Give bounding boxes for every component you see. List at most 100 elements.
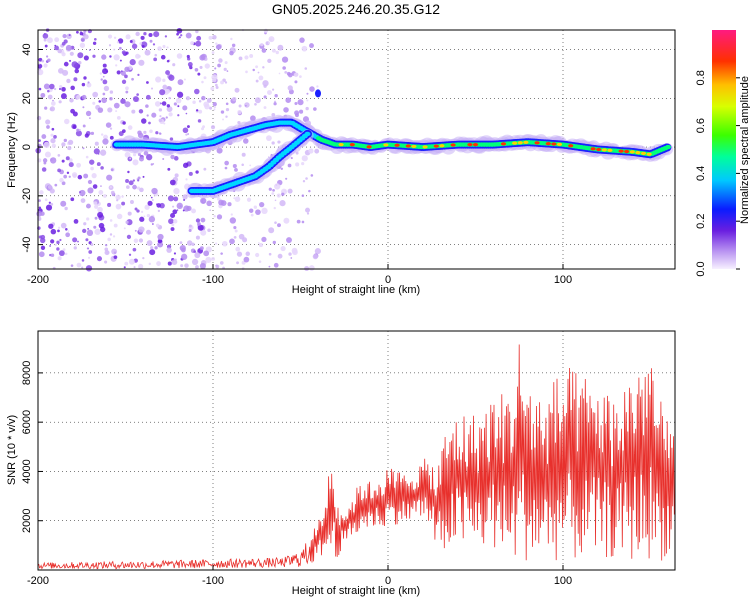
noise-dot xyxy=(193,250,197,253)
noise-dot xyxy=(49,83,55,90)
noise-dot xyxy=(87,179,93,185)
noise-dot xyxy=(229,50,234,56)
noise-dot xyxy=(102,68,109,75)
noise-dot xyxy=(227,202,232,207)
noise-dot xyxy=(63,138,68,143)
noise-dot xyxy=(194,67,199,72)
noise-dot xyxy=(60,200,67,207)
noise-dot xyxy=(138,55,141,58)
noise-dot xyxy=(133,266,136,269)
noise-dot xyxy=(81,82,86,87)
noise-dot xyxy=(112,235,116,238)
noise-dot xyxy=(47,185,52,190)
trace-peak xyxy=(439,144,445,148)
noise-dot xyxy=(97,211,104,218)
noise-dot xyxy=(301,220,305,224)
noise-dot xyxy=(44,151,52,158)
noise-dot xyxy=(148,32,153,38)
noise-dot xyxy=(195,170,199,174)
noise-dot xyxy=(125,179,129,183)
noise-dot xyxy=(194,88,200,95)
noise-dot xyxy=(90,131,95,136)
noise-dot xyxy=(176,32,179,36)
noise-dot xyxy=(165,89,171,94)
noise-dot xyxy=(173,156,179,161)
noise-dot xyxy=(162,84,168,90)
noise-dot xyxy=(53,87,57,91)
noise-dot xyxy=(213,214,216,218)
noise-dot xyxy=(155,131,159,135)
noise-dot xyxy=(41,134,47,139)
noise-dot xyxy=(160,54,166,60)
noise-dot xyxy=(100,185,102,187)
snr-series-line xyxy=(37,344,675,570)
noise-dot xyxy=(283,217,290,224)
noise-dot xyxy=(261,48,267,53)
noise-dot xyxy=(80,198,86,203)
noise-dot xyxy=(259,201,265,208)
noise-dot xyxy=(124,101,131,108)
noise-dot xyxy=(299,37,305,43)
noise-dot xyxy=(225,115,228,118)
snr-y-tick-label: 6000 xyxy=(21,410,33,434)
noise-dot xyxy=(124,151,131,158)
noise-dot xyxy=(183,199,186,201)
noise-dot xyxy=(216,147,223,154)
noise-dot xyxy=(195,40,202,47)
noise-dot xyxy=(235,246,241,252)
noise-dot xyxy=(143,130,147,134)
noise-dot xyxy=(222,240,228,247)
noise-dot xyxy=(236,261,239,265)
noise-dot xyxy=(126,234,132,239)
noise-dot xyxy=(40,92,46,98)
noise-dot xyxy=(54,37,60,43)
noise-dot xyxy=(116,115,121,120)
noise-dot xyxy=(102,92,106,96)
noise-dot xyxy=(220,110,225,114)
noise-dot xyxy=(224,166,228,170)
trace-peak xyxy=(640,151,647,156)
noise-dot xyxy=(166,247,172,253)
noise-dot xyxy=(46,125,50,129)
noise-dot xyxy=(230,37,233,41)
trace-peak xyxy=(523,140,529,144)
noise-dot xyxy=(38,62,41,65)
noise-dot xyxy=(210,86,215,91)
noise-dot xyxy=(60,222,67,229)
noise-dot xyxy=(214,67,217,70)
noise-dot xyxy=(224,81,228,84)
noise-dot xyxy=(73,246,77,250)
noise-dot xyxy=(103,85,110,92)
colorbar-tick-label: 0.8 xyxy=(695,70,707,85)
noise-dot xyxy=(209,209,212,212)
noise-dot xyxy=(68,162,74,168)
noise-dot xyxy=(161,101,167,106)
noise-dot xyxy=(252,68,255,72)
trace-peak xyxy=(433,144,439,148)
colorbar-label: Normalized spectral amplitude xyxy=(739,76,750,224)
noise-dot xyxy=(129,59,136,66)
noise-dot xyxy=(92,91,99,98)
noise-dot xyxy=(245,251,251,257)
trace-peak xyxy=(366,145,372,149)
noise-dot xyxy=(52,99,54,102)
trace-peak xyxy=(411,144,417,149)
noise-dot xyxy=(135,31,140,37)
noise-dot xyxy=(86,217,90,221)
noise-dot xyxy=(83,222,87,226)
noise-dot xyxy=(154,53,158,57)
noise-dot xyxy=(170,227,175,232)
noise-dot xyxy=(143,32,147,36)
noise-dot xyxy=(93,37,97,41)
noise-dot xyxy=(162,78,166,82)
noise-dot xyxy=(127,125,133,130)
noise-dot xyxy=(54,183,58,187)
noise-dot xyxy=(116,41,120,44)
trace-peak xyxy=(545,141,551,146)
noise-dot xyxy=(284,70,288,74)
noise-dot xyxy=(258,243,263,248)
trace-peak xyxy=(467,143,473,147)
noise-dot xyxy=(150,163,153,166)
noise-dot xyxy=(74,243,78,246)
noise-dot xyxy=(108,44,112,47)
